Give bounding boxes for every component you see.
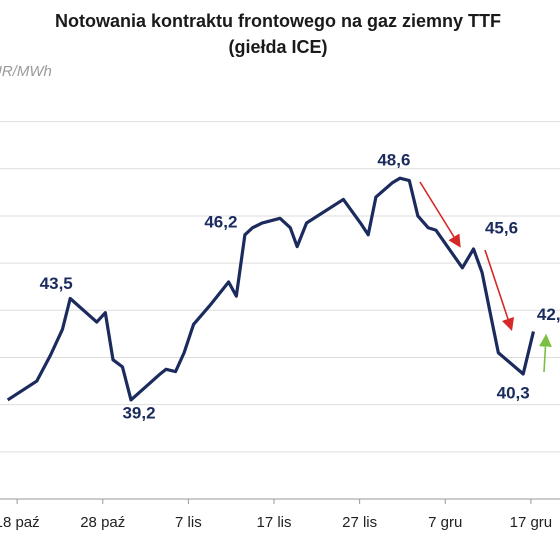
y-axis-label: EUR/MWh: [0, 63, 52, 80]
x-tick-label: 28 paź: [80, 514, 125, 531]
trend-arrow: [419, 181, 461, 248]
x-tick-label: 18 paź: [0, 514, 40, 531]
data-label: 48,6: [377, 151, 410, 170]
chart-title: (giełda ICE): [228, 37, 327, 57]
data-label: 46,2: [204, 212, 237, 231]
x-tick-label: 17 gru: [510, 514, 553, 531]
trend-arrow: [539, 333, 552, 373]
data-label: 40,3: [497, 383, 530, 402]
data-label: 42,1: [537, 305, 560, 324]
x-tick-label: 27 lis: [342, 514, 377, 531]
grid: [0, 121, 560, 500]
x-tick-label: 17 lis: [256, 514, 291, 531]
data-label: 43,5: [40, 274, 73, 293]
data-label: 39,2: [122, 403, 155, 422]
x-tick-label: 7 lis: [175, 514, 202, 531]
trend-arrow: [484, 249, 515, 332]
chart-title: Notowania kontraktu frontowego na gaz zi…: [55, 11, 501, 31]
line: [6, 176, 536, 402]
x-tick-label: 7 gru: [428, 514, 462, 531]
data-label: 45,6: [485, 218, 518, 237]
